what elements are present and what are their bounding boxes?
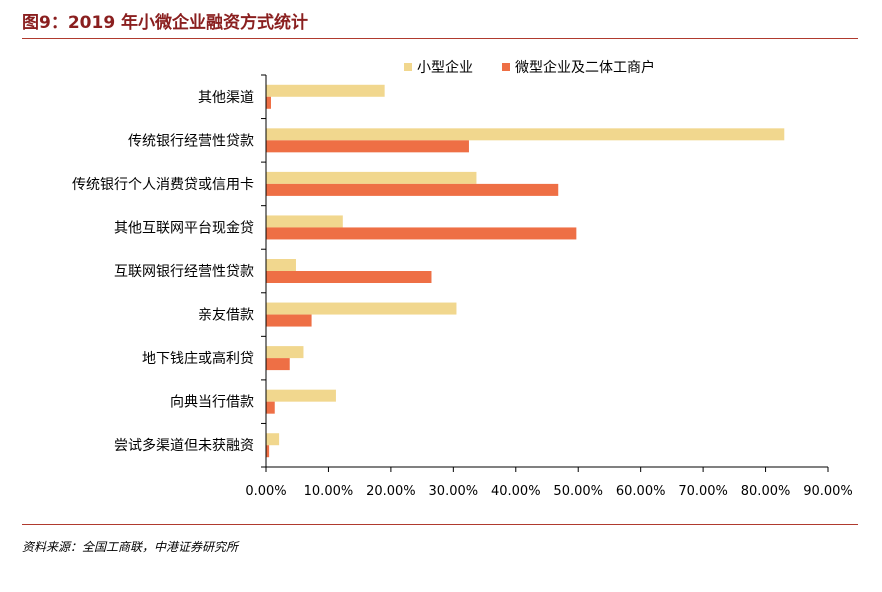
bar-chart: 小型企业 微型企业及二体工商户 其他渠道传统银行经营性贷款传统银行个人消费贷或信用… [72, 59, 853, 499]
category-label: 互联网银行经营性贷款 [114, 264, 254, 280]
bar-small-8 [266, 433, 280, 446]
bar-small-7 [266, 389, 336, 402]
category-label: 地下钱庄或高利贷 [142, 350, 254, 367]
bar-micro-3 [266, 227, 577, 240]
bar-micro-5 [266, 314, 312, 327]
x-tick-label: 10.00% [304, 484, 354, 499]
bar-small-4 [266, 259, 296, 271]
y-axis-labels: 其他渠道传统银行经营性贷款传统银行个人消费贷或信用卡其他互联网平台现金贷互联网银… [72, 90, 254, 454]
bar-small-1 [266, 128, 785, 141]
chart-bars [266, 84, 785, 458]
x-tick-label: 60.00% [616, 484, 666, 499]
bar-micro-7 [266, 401, 275, 414]
bar-micro-2 [266, 183, 559, 196]
x-tick-label: 80.00% [741, 484, 791, 499]
x-tick-label: 90.00% [803, 484, 853, 499]
category-label: 尝试多渠道但未获融资 [114, 437, 254, 454]
bar-micro-8 [266, 445, 270, 458]
category-label: 亲友借款 [198, 308, 254, 324]
bar-small-5 [266, 302, 457, 315]
bar-small-2 [266, 171, 477, 184]
bar-small-0 [266, 84, 385, 97]
x-tick-label: 70.00% [678, 484, 728, 499]
legend-label-micro: 微型企业及二体工商户 [515, 59, 655, 76]
x-tick-label: 20.00% [366, 484, 416, 499]
source-note: 资料来源：全国工商联，中港证券研究所 [22, 540, 239, 554]
x-tick-label: 0.00% [245, 484, 286, 499]
bar-small-3 [266, 215, 343, 228]
category-label: 其他互联网平台现金贷 [114, 220, 254, 236]
figure-title: 图9：2019 年小微企业融资方式统计 [22, 13, 309, 33]
category-label: 传统银行个人消费贷或信用卡 [72, 177, 254, 193]
legend-swatch-small [404, 63, 412, 71]
chart-legend: 小型企业 微型企业及二体工商户 [404, 59, 655, 76]
x-axis: 0.00% 10.00% 20.00% 30.00% 40.00% 50.00% 60.00… [245, 74, 853, 499]
legend-swatch-micro [502, 63, 510, 71]
category-label: 其他渠道 [198, 90, 254, 106]
title-rule [22, 38, 858, 39]
category-label: 传统银行经营性贷款 [128, 133, 254, 149]
bar-small-6 [266, 346, 304, 359]
x-tick-label: 30.00% [429, 484, 479, 499]
category-label: 向典当行借款 [170, 395, 254, 411]
bar-micro-1 [266, 140, 469, 153]
x-tick-label: 40.00% [491, 484, 541, 499]
bar-micro-4 [266, 271, 432, 283]
legend-label-small: 小型企业 [417, 59, 473, 76]
x-tick-label: 50.00% [553, 484, 603, 499]
bar-micro-0 [266, 96, 271, 109]
bar-micro-6 [266, 358, 290, 371]
source-rule [22, 524, 858, 525]
